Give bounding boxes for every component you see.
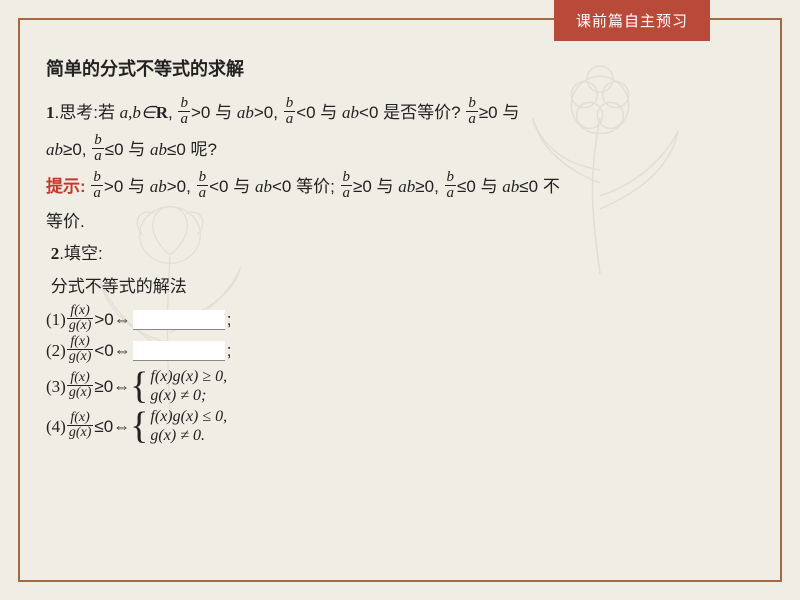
- le0-2: ≤0: [167, 140, 186, 159]
- item4-label: (4): [46, 414, 66, 440]
- frac-h1: ba: [91, 170, 103, 201]
- case4-line1: f(x)g(x) ≤ 0,: [150, 407, 227, 426]
- gt0-1: >0: [191, 103, 210, 122]
- i3-iff: ⇔: [113, 374, 130, 400]
- item1-label: (1): [46, 307, 66, 333]
- h-with-4: 与: [476, 177, 502, 196]
- i2-semi: ;: [227, 338, 232, 364]
- item-1: (1) f(x)g(x)>0⇔;: [46, 306, 754, 335]
- set-real: R: [156, 103, 168, 122]
- i4-le0: ≤0: [94, 414, 113, 440]
- not-equiv-tail: 等价.: [46, 212, 85, 231]
- subheading: 分式不等式的解法: [46, 274, 754, 300]
- text-ab-in: a,b∈: [120, 103, 156, 122]
- h-gt0-1: >0: [104, 177, 123, 196]
- brace-4: { f(x)g(x) ≤ 0, g(x) ≠ 0.: [130, 407, 227, 445]
- ab-2: ab: [342, 103, 359, 122]
- with-4: 与: [124, 140, 150, 159]
- h-comma-2: ,: [434, 177, 439, 196]
- ge0-2: ≥0: [63, 140, 82, 159]
- frac-h3: ba: [341, 170, 353, 201]
- frac-b-over-a-4: ba: [92, 133, 104, 164]
- ab-4: ab: [150, 140, 167, 159]
- frac-b-over-a-2: ba: [284, 96, 296, 127]
- i1-iff: ⇔: [114, 307, 131, 333]
- h-lt0-1: <0: [209, 177, 228, 196]
- frac-b-over-a-1: ba: [178, 96, 190, 127]
- frac-fg-4: f(x)g(x): [67, 411, 94, 440]
- h-with-3: 与: [372, 177, 398, 196]
- h-ge0-2: ≥0: [415, 177, 434, 196]
- question-1-line-1: 1.思考:若 a,b∈R, ba>0 与 ab>0, ba<0 与 ab<0 是…: [46, 98, 754, 129]
- h-ab-3: ab: [398, 177, 415, 196]
- with-3: 与: [498, 103, 520, 122]
- h-ge0-1: ≥0: [353, 177, 372, 196]
- i1-semi: ;: [227, 307, 232, 333]
- le0-1: ≤0: [105, 140, 124, 159]
- lt0-2: <0: [359, 103, 378, 122]
- ab-1: ab: [237, 103, 254, 122]
- with-1: 与: [210, 103, 236, 122]
- ne-q: 呢?: [186, 140, 217, 159]
- q1-number: 1: [46, 103, 55, 122]
- blank-2: [133, 341, 225, 361]
- case3-line2: g(x) ≠ 0: [150, 387, 201, 404]
- tab-label: 课前篇自主预习: [554, 0, 710, 41]
- h-ab-2: ab: [255, 177, 272, 196]
- h-gt0-2: >0: [167, 177, 186, 196]
- with-2: 与: [316, 103, 342, 122]
- h-ab-1: ab: [150, 177, 167, 196]
- comma-2: ,: [273, 103, 278, 122]
- frac-fg-3: f(x)g(x): [67, 371, 94, 400]
- hint-line-2: 等价.: [46, 209, 754, 235]
- is-equiv-q: 是否等价?: [378, 103, 460, 122]
- item-4: (4) f(x)g(x)≤0⇔ { f(x)g(x) ≤ 0, g(x) ≠ 0…: [46, 408, 754, 446]
- comma-3: ,: [82, 140, 87, 159]
- ab-3: ab: [46, 140, 63, 159]
- hint-line-1: 提示: ba>0 与 ab>0, ba<0 与 ab<0 等价; ba≥0 与 …: [46, 172, 754, 203]
- frac-fg-2: f(x)g(x): [67, 335, 94, 364]
- content-area: 简单的分式不等式的求解 1.思考:若 a,b∈R, ba>0 与 ab>0, b…: [46, 56, 754, 570]
- q1-prefix: .思考:若: [55, 103, 120, 122]
- frac-b-over-a-3: ba: [466, 96, 478, 127]
- i1-gt0: >0: [94, 307, 113, 333]
- h-ab-4: ab: [502, 177, 519, 196]
- comma-1: ,: [168, 103, 173, 122]
- blank-1: [133, 310, 225, 330]
- case3-line1: f(x)g(x) ≥ 0,: [150, 367, 227, 386]
- gt0-2: >0: [254, 103, 273, 122]
- hint-label: 提示:: [46, 177, 86, 196]
- ge0-1: ≥0: [479, 103, 498, 122]
- h-le0-1: ≤0: [457, 177, 476, 196]
- h-equiv: 等价;: [291, 177, 334, 196]
- q2-number: 2: [51, 244, 60, 263]
- i3-ge0: ≥0: [94, 374, 113, 400]
- question-2: 2.填空:: [46, 241, 754, 267]
- section-title: 简单的分式不等式的求解: [46, 56, 754, 84]
- h-with-2: 与: [229, 177, 255, 196]
- frac-h2: ba: [197, 170, 209, 201]
- item3-label: (3): [46, 374, 66, 400]
- question-1-line-2: ab≥0, ba≤0 与 ab≤0 呢?: [46, 135, 754, 166]
- h-with-1: 与: [123, 177, 149, 196]
- item-3: (3) f(x)g(x)≥0⇔ { f(x)g(x) ≥ 0, g(x) ≠ 0…: [46, 368, 754, 406]
- q2-text: .填空:: [59, 244, 102, 263]
- item-2: (2) f(x)g(x)<0⇔;: [46, 337, 754, 366]
- lt0-1: <0: [296, 103, 315, 122]
- i4-iff: ⇔: [113, 414, 130, 440]
- h-lt0-2: <0: [272, 177, 291, 196]
- i2-iff: ⇔: [114, 338, 131, 364]
- h-comma-1: ,: [186, 177, 191, 196]
- i2-lt0: <0: [94, 338, 113, 364]
- item2-label: (2): [46, 338, 66, 364]
- frac-h4: ba: [445, 170, 457, 201]
- case4-line2: g(x) ≠ 0: [150, 427, 201, 444]
- h-le0-2: ≤0: [519, 177, 538, 196]
- brace-3: { f(x)g(x) ≥ 0, g(x) ≠ 0;: [130, 367, 227, 405]
- frac-fg-1: f(x)g(x): [67, 304, 94, 333]
